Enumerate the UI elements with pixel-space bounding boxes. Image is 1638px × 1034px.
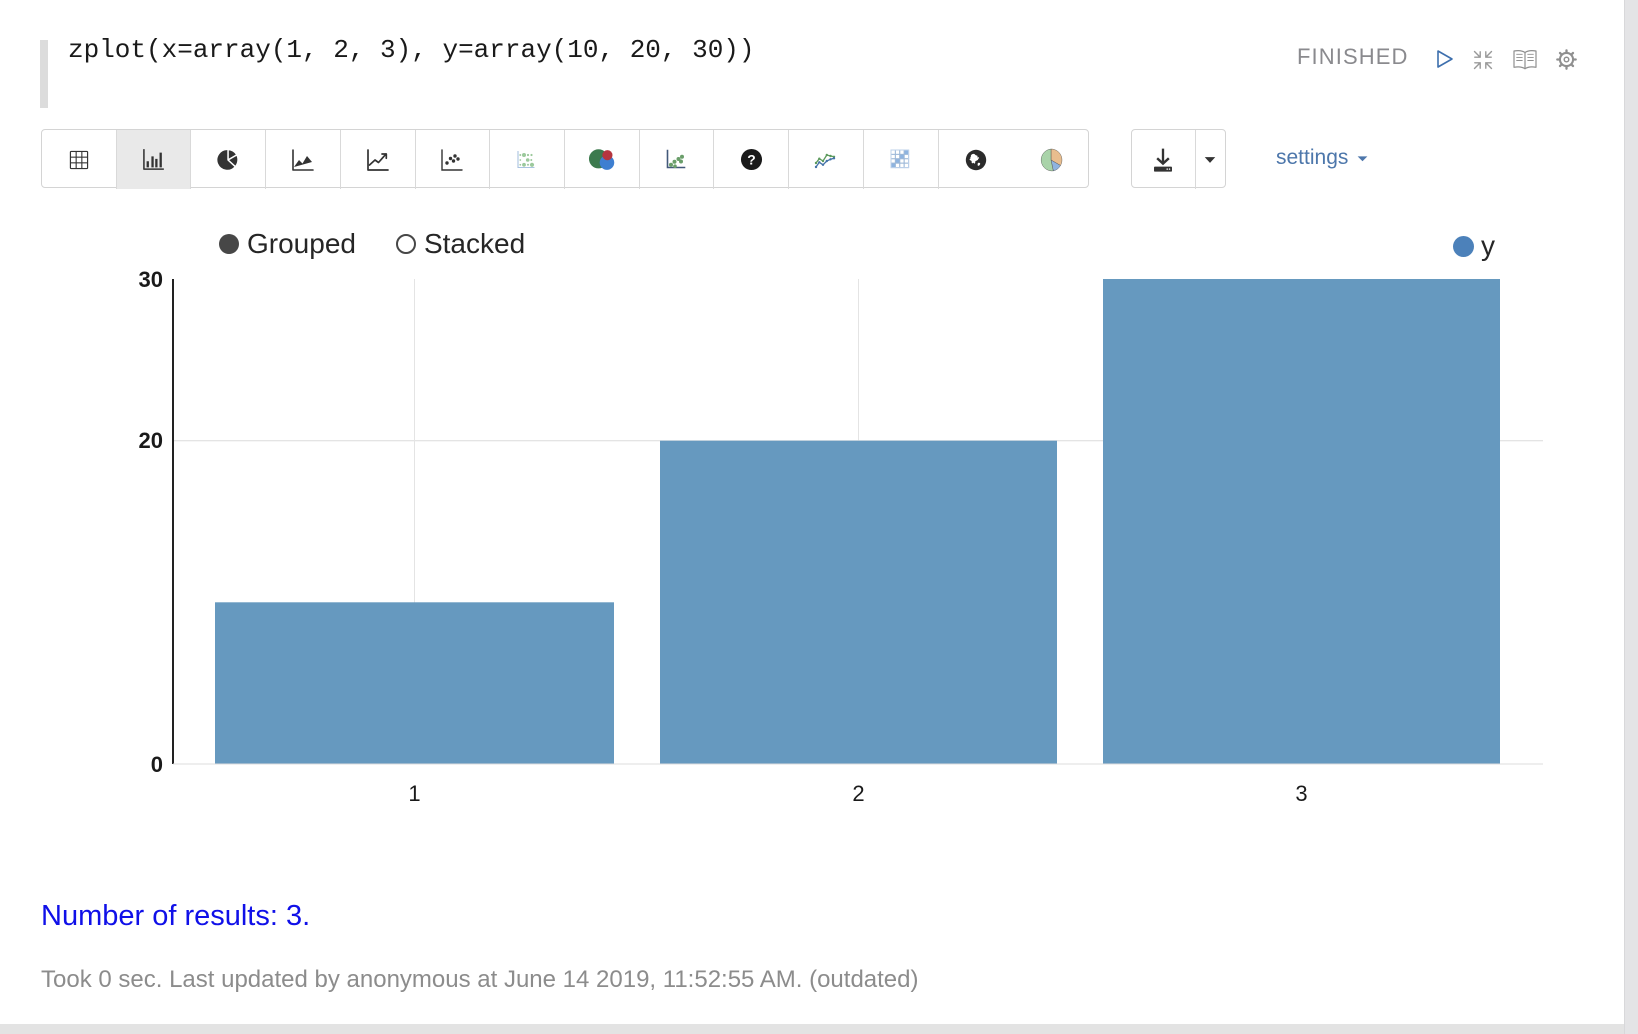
svg-text:30: 30 [139, 267, 163, 292]
svg-text:0: 0 [151, 752, 163, 777]
svg-text:1: 1 [408, 781, 420, 806]
svg-text:2: 2 [852, 781, 864, 806]
svg-text:3: 3 [1295, 781, 1307, 806]
svg-text:20: 20 [139, 428, 163, 453]
